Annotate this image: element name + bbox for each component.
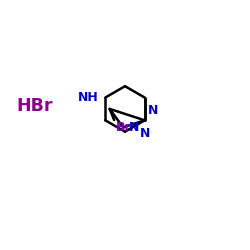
Text: Br: Br xyxy=(116,121,131,134)
Text: N: N xyxy=(140,127,150,140)
Text: N: N xyxy=(148,104,158,117)
Text: NH: NH xyxy=(78,91,99,104)
Text: HBr: HBr xyxy=(16,98,53,116)
Text: N: N xyxy=(128,121,139,134)
